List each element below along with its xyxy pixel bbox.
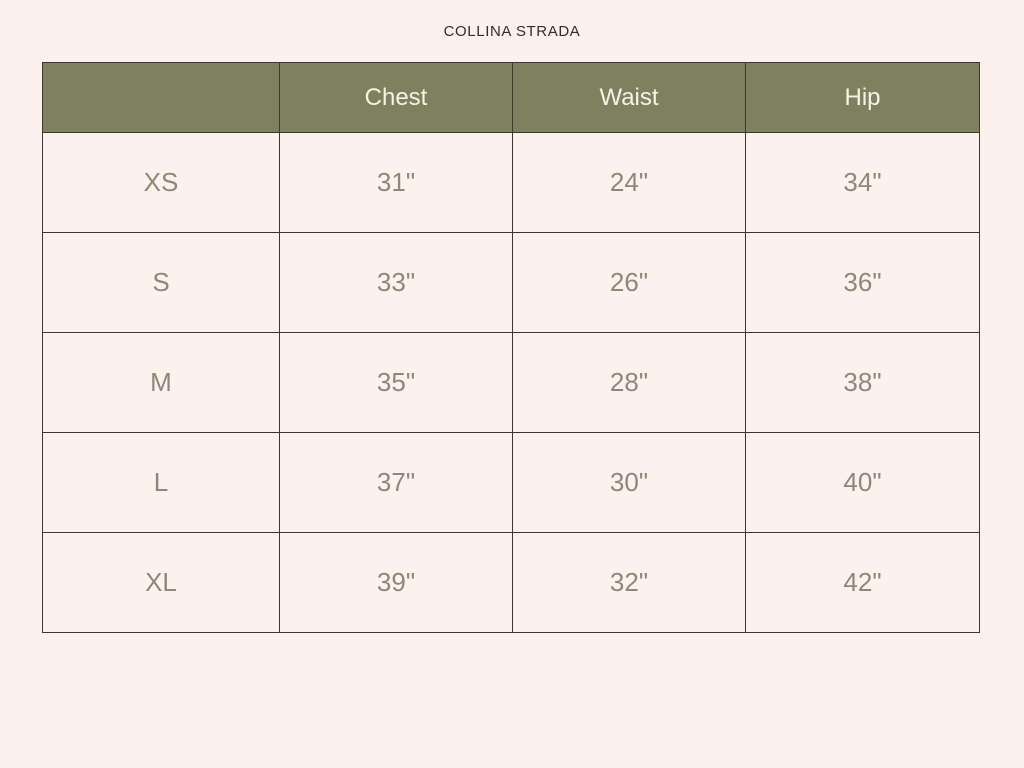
table-row-xs: XS 31" 24" 34": [42, 132, 980, 233]
size-label: XS: [42, 132, 280, 233]
size-chart-table: Chest Waist Hip XS 31" 24" 34" S 33" 26"…: [42, 62, 980, 633]
header-chest: Chest: [279, 62, 513, 133]
header-waist: Waist: [512, 62, 746, 133]
waist-value: 30": [512, 432, 746, 533]
waist-value: 32": [512, 532, 746, 633]
hip-value: 38": [745, 332, 980, 433]
header-row: Chest Waist Hip: [42, 62, 980, 133]
hip-value: 40": [745, 432, 980, 533]
header-hip: Hip: [745, 62, 980, 133]
table-row-l: L 37" 30" 40": [42, 432, 980, 533]
waist-value: 24": [512, 132, 746, 233]
chest-value: 31": [279, 132, 513, 233]
hip-value: 36": [745, 232, 980, 333]
table-row-xl: XL 39" 32" 42": [42, 532, 980, 633]
size-label: M: [42, 332, 280, 433]
size-label: XL: [42, 532, 280, 633]
hip-value: 42": [745, 532, 980, 633]
brand-title: COLLINA STRADA: [443, 23, 581, 40]
chest-value: 39": [279, 532, 513, 633]
size-label: S: [42, 232, 280, 333]
table-row-s: S 33" 26" 36": [42, 232, 980, 333]
size-label: L: [42, 432, 280, 533]
hip-value: 34": [745, 132, 980, 233]
chest-value: 35": [279, 332, 513, 433]
waist-value: 26": [512, 232, 746, 333]
header-size-blank: [42, 62, 280, 133]
chest-value: 37": [279, 432, 513, 533]
waist-value: 28": [512, 332, 746, 433]
table-row-m: M 35" 28" 38": [42, 332, 980, 433]
chest-value: 33": [279, 232, 513, 333]
